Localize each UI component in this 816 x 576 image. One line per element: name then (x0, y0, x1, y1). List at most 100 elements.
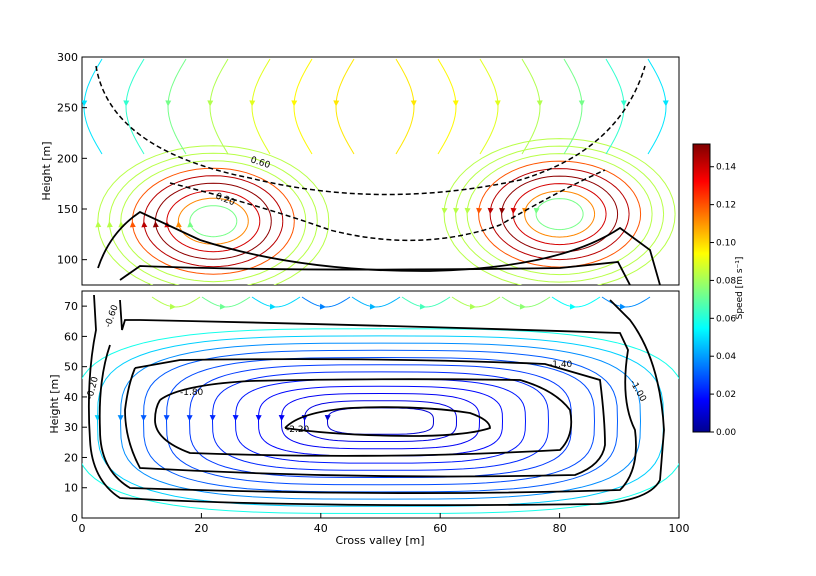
upper-streamline-arrow (487, 207, 494, 215)
contour-minus-0.60 (98, 299, 637, 494)
upper-contours (95, 65, 661, 285)
upper-streamline-arrow (129, 221, 136, 228)
contour-label-minus-2.20: -2.20 (286, 425, 310, 435)
upper-y-axis-label: Height [m] (40, 141, 53, 200)
upper-streamline-arrow (175, 221, 182, 228)
upper-streamline-arrow (536, 100, 543, 107)
colorbar-tick-label: 0.02 (716, 390, 736, 400)
lower-streamline-arrow (169, 303, 176, 310)
upper-streamline-arrow (187, 221, 194, 228)
contour-label-minus-1.80: -1.80 (180, 388, 204, 398)
upper-streamlines (82, 58, 676, 285)
lower-streamline (82, 328, 679, 515)
upper-streamline (154, 182, 272, 260)
lower-y-tick-label: 40 (64, 391, 78, 404)
lower-streamline-arrow (369, 303, 376, 310)
upper-streamline-arrow (95, 221, 102, 228)
contour-label-minus-1.40: -1.40 (549, 360, 573, 370)
upper-streamline-arrow (578, 100, 585, 107)
upper-streamline-arrow (249, 100, 256, 107)
colorbar-tick-label: 0.08 (716, 276, 736, 286)
lower-contours (87, 294, 665, 507)
upper-streamline-arrow (533, 207, 540, 215)
upper-streamline (189, 205, 238, 238)
lower-y-axis-label: Height [m] (48, 374, 61, 433)
colorbar-tick-label: 0.04 (716, 352, 736, 362)
upper-y-tick-label: 250 (57, 102, 78, 115)
upper-streamline-arrow (499, 207, 506, 215)
colorbar-tick-label: 0.14 (716, 163, 736, 173)
lower-y-tick-label: 70 (64, 300, 78, 313)
upper-plot-frame (81, 56, 680, 286)
contour-minus-2.20 (284, 406, 491, 437)
lower-y-tick-label: 20 (64, 451, 78, 464)
upper-streamline-arrow (291, 100, 298, 107)
upper-streamline (443, 138, 676, 285)
upper-streamline (143, 175, 284, 268)
contour-0.20 (169, 169, 606, 242)
lower-streamline-arrow (255, 415, 262, 422)
x-tick-label: 60 (433, 522, 447, 535)
upper-streamline (120, 160, 307, 283)
contour-0.60 (95, 65, 646, 196)
x-tick-label: 20 (194, 522, 208, 535)
upper-streamline (455, 145, 665, 283)
x-tick-label: 0 (79, 522, 86, 535)
lower-streamline-arrow (569, 303, 576, 310)
lower-streamline-arrow (219, 303, 226, 310)
lower-y-tick-label: 60 (64, 330, 78, 343)
contour-minus-1.40 (124, 358, 606, 478)
lower-streamline-arrow (140, 415, 147, 422)
upper-streamline-arrow (464, 207, 471, 215)
lower-streamline-arrow (278, 415, 285, 422)
colorbar-gradient (692, 143, 711, 433)
contour-outer-boundary (87, 294, 665, 507)
upper-streamline (524, 190, 596, 238)
lower-y-ticks: 0 10 20 30 40 50 60 70 (64, 300, 87, 525)
colorbar-tick-label: 0.10 (716, 239, 736, 249)
upper-streamline-arrow (82, 100, 88, 107)
contour-solid-inner (119, 261, 631, 285)
colorbar-tick-label: 0.12 (716, 201, 736, 211)
upper-streamline-arrow (207, 100, 214, 107)
x-tick-label: 100 (669, 522, 690, 535)
x-ticks: 0 20 40 60 80 100 (79, 513, 690, 535)
upper-streamline-arrow (141, 221, 148, 228)
upper-streamline (478, 160, 642, 268)
upper-streamline-arrow (123, 100, 130, 107)
x-tick-label: 80 (553, 522, 567, 535)
lower-streamline-arrow (269, 303, 276, 310)
lower-y-tick-label: 30 (64, 421, 78, 434)
colorbar: 0.00 0.02 0.04 0.06 0.08 0.10 0.12 0.14 Speed [… (692, 143, 745, 438)
upper-streamline-arrow (662, 100, 669, 107)
upper-streamline-arrow (410, 100, 417, 107)
x-tick-label: 40 (314, 522, 328, 535)
lower-streamline-arrow (117, 415, 124, 422)
x-axis-label: Cross valley [m] (335, 534, 424, 547)
lower-streamlines (82, 296, 679, 515)
lower-streamline-arrow (519, 303, 526, 310)
lower-panel: -0.60 -0.20 -1.80 -2.20 -1.40 -1.00 Heig… (48, 290, 690, 547)
upper-streamline (466, 153, 653, 276)
lower-streamline-arrow (232, 415, 239, 422)
upper-y-tick-label: 300 (57, 51, 78, 64)
upper-streamline (97, 145, 330, 285)
upper-streamline-arrow (494, 100, 501, 107)
upper-y-tick-label: 100 (57, 254, 78, 267)
lower-streamline-arrow (419, 303, 426, 310)
upper-streamline (512, 183, 607, 246)
lower-streamline-arrow (186, 415, 193, 422)
upper-streamline-arrow (452, 100, 459, 107)
upper-streamline (501, 175, 619, 253)
colorbar-label: Speed [m s⁻¹] (735, 257, 745, 320)
upper-streamline-arrow (333, 100, 340, 107)
upper-streamline (535, 198, 584, 231)
upper-streamline (489, 168, 630, 261)
lower-streamline-arrow (209, 415, 216, 422)
upper-streamline-arrow (165, 100, 172, 107)
lower-streamline-arrow (324, 415, 331, 422)
upper-streamline-arrow (510, 207, 517, 215)
upper-streamline-arrow (152, 221, 159, 228)
